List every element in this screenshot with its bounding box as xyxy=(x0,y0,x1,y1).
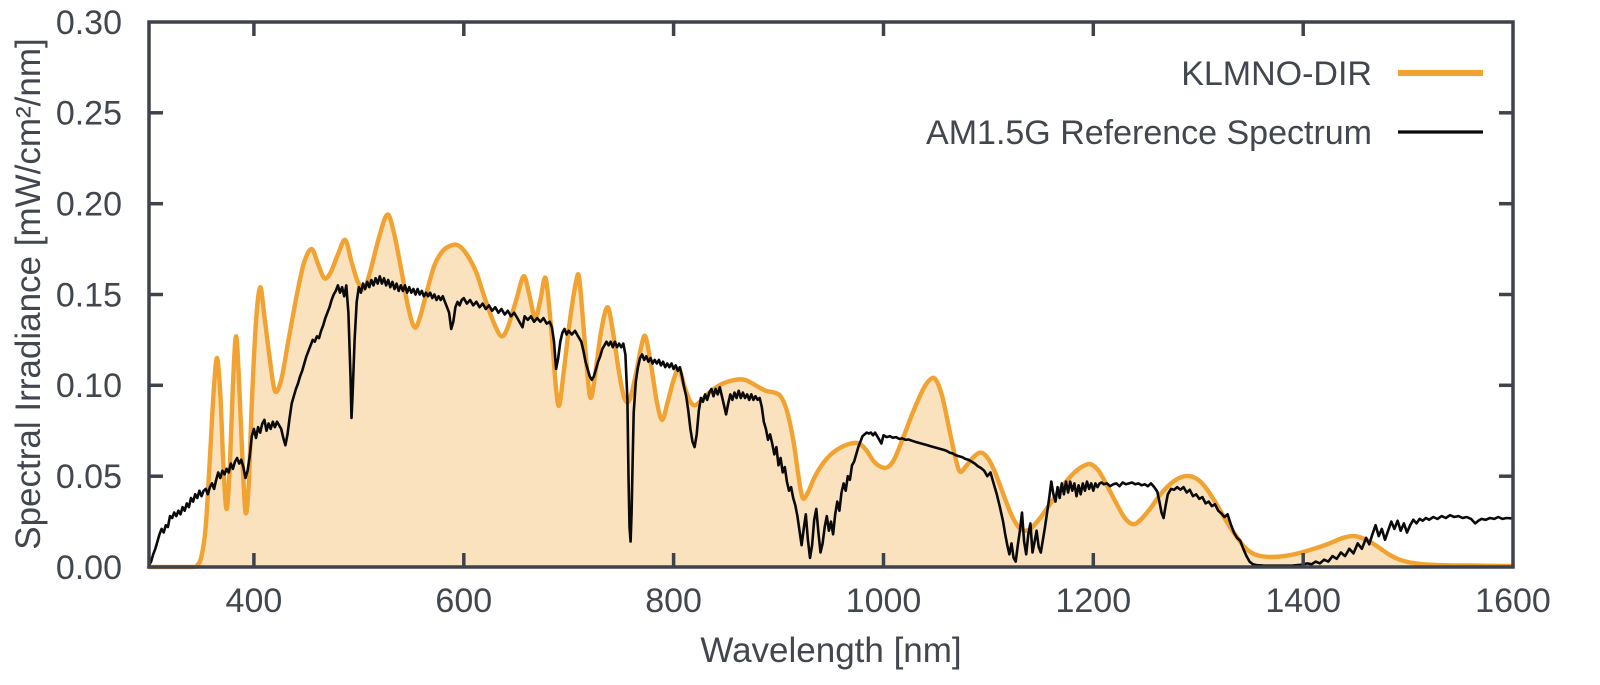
y-axis-tick-label: 0.10 xyxy=(56,367,122,405)
y-axis-title: Spectral Irradiance [mW/cm²/nm] xyxy=(9,38,48,550)
x-axis-tick-label: 800 xyxy=(645,582,702,620)
y-axis-tick-label: 0.15 xyxy=(56,276,122,314)
x-axis-tick-label: 1200 xyxy=(1055,582,1131,620)
legend-label-am15g: AM1.5G Reference Spectrum xyxy=(926,114,1372,152)
y-axis-tick-label: 0.25 xyxy=(56,95,122,133)
am15g-series-line xyxy=(147,275,1514,567)
legend-label-klmno-dir: KLMNO-DIR xyxy=(1181,55,1372,93)
klmno-dir-area-fill xyxy=(149,214,1513,567)
x-axis-tick-label: 1600 xyxy=(1475,582,1551,620)
x-axis-tick-label: 1400 xyxy=(1265,582,1341,620)
x-axis-tick-label: 400 xyxy=(226,582,283,620)
y-axis-tick-label: 0.20 xyxy=(56,186,122,224)
y-axis-tick-label: 0.30 xyxy=(56,4,122,42)
x-axis-tick-label: 600 xyxy=(435,582,492,620)
x-axis-title: Wavelength [nm] xyxy=(700,631,961,670)
y-axis-tick-label: 0.05 xyxy=(56,458,122,496)
x-axis-tick-label: 1000 xyxy=(846,582,922,620)
y-axis-tick-label: 0.00 xyxy=(56,549,122,587)
